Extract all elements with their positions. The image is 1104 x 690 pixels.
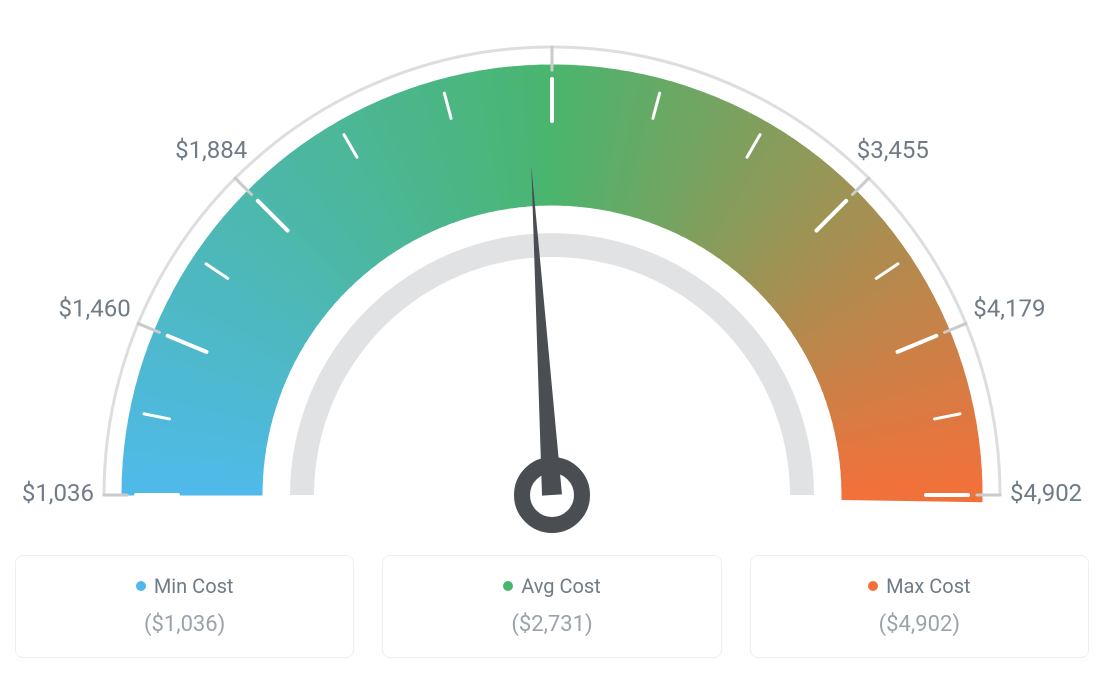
svg-text:$4,179: $4,179 [973, 295, 1045, 323]
dot-icon [136, 581, 146, 591]
legend-card-max: Max Cost ($4,902) [750, 555, 1089, 658]
legend-title-min: Min Cost [136, 574, 234, 598]
legend-value-min: ($1,036) [26, 612, 343, 637]
dot-icon [868, 581, 878, 591]
legend-value-max: ($4,902) [761, 612, 1078, 637]
svg-text:$1,460: $1,460 [59, 295, 131, 323]
svg-text:$1,036: $1,036 [22, 479, 94, 507]
legend-label-max: Max Cost [886, 574, 971, 598]
dot-icon [503, 581, 513, 591]
legend-title-max: Max Cost [868, 574, 971, 598]
legend-row: Min Cost ($1,036) Avg Cost ($2,731) Max … [15, 555, 1089, 658]
svg-text:$4,902: $4,902 [1010, 479, 1082, 507]
legend-label-avg: Avg Cost [521, 574, 601, 598]
gauge-svg: $1,036$1,460$1,884$2,731$3,455$4,179$4,9… [15, 15, 1089, 535]
svg-text:$3,455: $3,455 [857, 136, 929, 164]
legend-label-min: Min Cost [154, 574, 234, 598]
legend-card-avg: Avg Cost ($2,731) [382, 555, 721, 658]
legend-card-min: Min Cost ($1,036) [15, 555, 354, 658]
legend-value-avg: ($2,731) [393, 612, 710, 637]
cost-gauge-chart: $1,036$1,460$1,884$2,731$3,455$4,179$4,9… [15, 15, 1089, 535]
legend-title-avg: Avg Cost [503, 574, 601, 598]
svg-text:$1,884: $1,884 [175, 136, 247, 164]
